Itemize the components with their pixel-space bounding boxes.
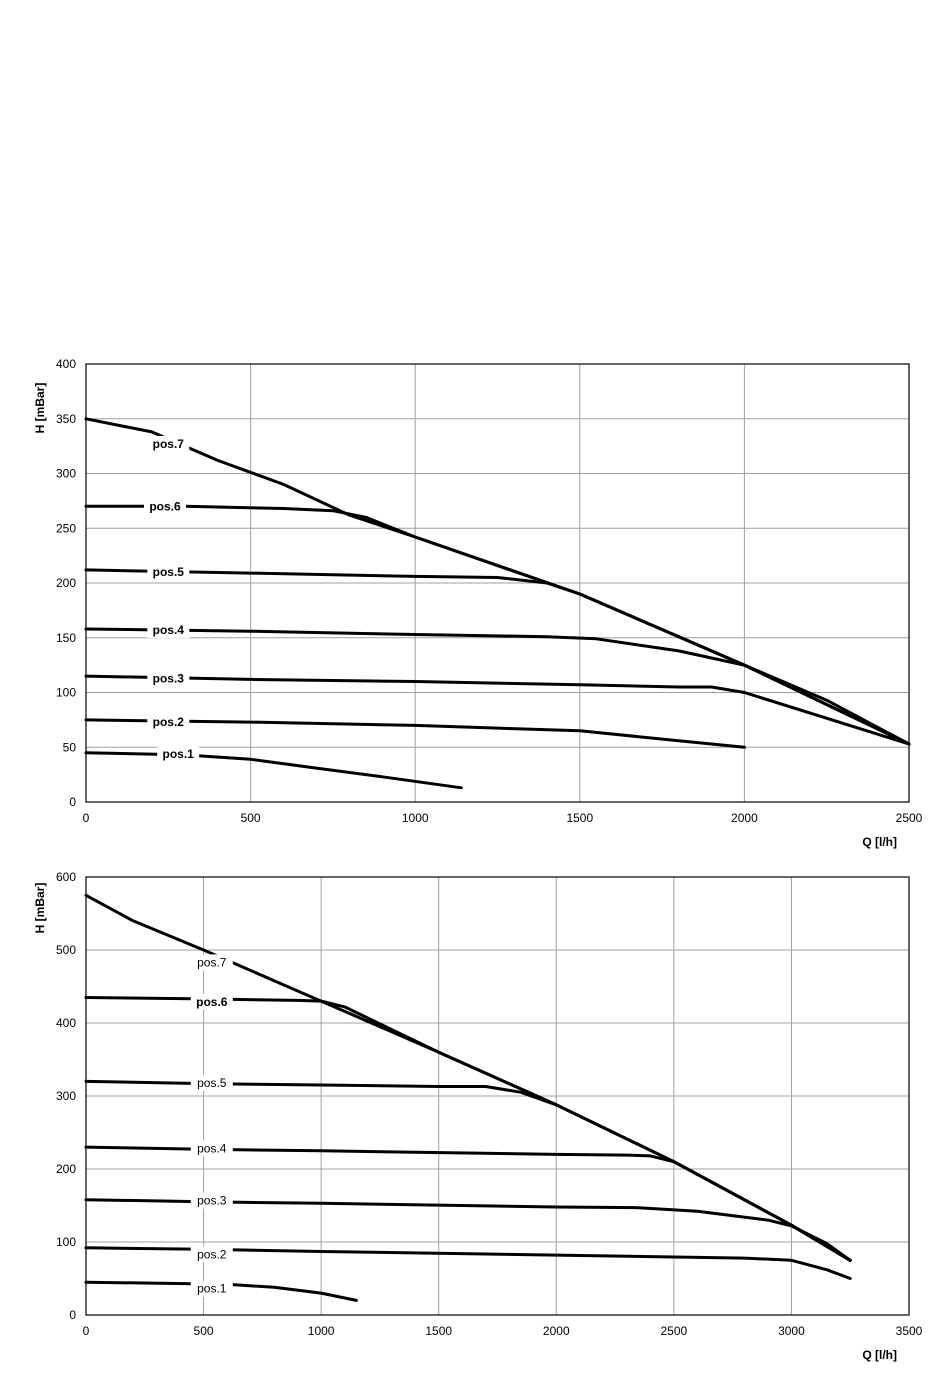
x-tick-label: 0	[83, 1324, 90, 1338]
series-label-bg	[190, 1192, 233, 1209]
series-label-bg	[190, 1074, 233, 1091]
y-tick-label: 300	[56, 1089, 76, 1103]
series-line-pos-7	[84, 893, 852, 1262]
x-tick-label: 1000	[308, 1324, 335, 1338]
series-label-bg	[147, 622, 190, 639]
plot-frame	[85, 363, 910, 803]
x-tick-label: 1500	[566, 811, 593, 825]
y-tick-label: 600	[56, 870, 76, 884]
y-tick-label: 200	[56, 1162, 76, 1176]
series-label-pos-1: pos.1	[197, 1282, 227, 1296]
x-tick-label: 2000	[731, 811, 758, 825]
y-tick-label: 250	[56, 521, 76, 535]
y-axis-title: H [mBar]	[33, 383, 47, 434]
series-label-pos-5: pos.5	[153, 565, 185, 579]
x-tick-label: 2000	[543, 1324, 570, 1338]
x-tick-label: 0	[83, 811, 90, 825]
y-tick-label: 350	[56, 412, 76, 426]
series-line-pos-1	[84, 751, 463, 790]
series-label-bg	[157, 745, 200, 762]
x-tick-label: 3000	[778, 1324, 805, 1338]
series-label-pos-4: pos.4	[197, 1142, 227, 1156]
y-tick-label: 100	[56, 1235, 76, 1249]
series-label-bg	[190, 1246, 233, 1263]
series-label-pos-7: pos.7	[197, 955, 227, 969]
series-label-pos-5: pos.5	[197, 1076, 227, 1090]
x-tick-label: 2500	[896, 811, 923, 825]
x-tick-label: 500	[241, 811, 261, 825]
series-label-bg	[147, 435, 190, 452]
series-label-pos-2: pos.2	[197, 1247, 227, 1261]
series-label-pos-6: pos.6	[149, 499, 181, 513]
series-label-pos-7: pos.7	[153, 437, 185, 451]
series-label-bg	[190, 1140, 233, 1157]
series-label-pos-4: pos.4	[153, 623, 185, 637]
series-label-pos-6: pos.6	[196, 995, 228, 1009]
y-tick-label: 100	[56, 686, 76, 700]
x-tick-label: 3500	[896, 1324, 923, 1338]
series-line-pos-4	[84, 627, 911, 746]
y-tick-label: 400	[56, 1016, 76, 1030]
y-tick-label: 500	[56, 943, 76, 957]
series-label-bg	[144, 498, 187, 515]
y-tick-label: 400	[56, 357, 76, 371]
y-tick-label: 0	[69, 1308, 76, 1322]
series-line-pos-3	[84, 674, 911, 746]
series-line-pos-6	[84, 504, 911, 746]
series-label-bg	[190, 993, 233, 1010]
x-tick-label: 500	[194, 1324, 214, 1338]
series-label-bg	[190, 954, 233, 971]
series-label-pos-1: pos.1	[163, 747, 195, 761]
y-tick-label: 200	[56, 576, 76, 590]
y-tick-label: 0	[69, 795, 76, 809]
series-label-bg	[147, 670, 190, 687]
series-label-bg	[147, 564, 190, 581]
y-axis-title: H [mBar]	[33, 883, 47, 934]
plot-frame	[85, 876, 910, 1316]
x-axis-title: Q [l/h]	[862, 835, 897, 849]
series-line-pos-5	[84, 1079, 852, 1262]
y-tick-label: 150	[56, 631, 76, 645]
x-tick-label: 1500	[425, 1324, 452, 1338]
series-label-pos-3: pos.3	[197, 1193, 227, 1207]
series-line-pos-7	[84, 417, 911, 746]
series-line-pos-1	[84, 1280, 358, 1302]
series-label-bg	[190, 1280, 233, 1297]
x-tick-label: 1000	[402, 811, 429, 825]
series-line-pos-5	[84, 568, 911, 746]
x-axis-title: Q [l/h]	[862, 1348, 897, 1362]
chart-bottom: 0 500 1000 1500 2000 2500 3000 3500 0 100 200 300 40…	[33, 870, 923, 1362]
chart-top: 0 500 1000 1500 2000 2500 0 50 100 150 200 250 300 35…	[33, 357, 923, 849]
series-line-pos-2	[84, 718, 746, 749]
series-line-pos-6	[84, 996, 852, 1262]
y-tick-label: 50	[63, 740, 77, 754]
series-label-pos-2: pos.2	[153, 715, 185, 729]
series-label-pos-3: pos.3	[153, 671, 185, 685]
x-tick-label: 2500	[661, 1324, 688, 1338]
y-tick-label: 300	[56, 467, 76, 481]
series-label-bg	[147, 714, 190, 731]
